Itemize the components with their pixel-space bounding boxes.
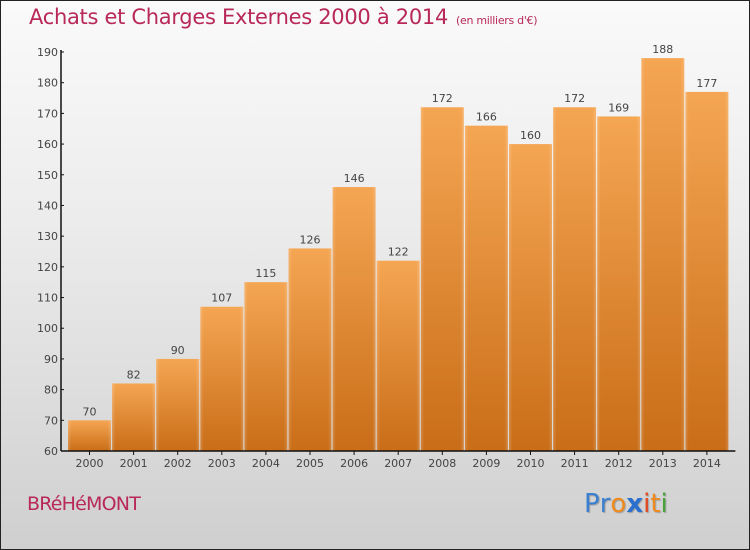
y-tick-label: 70	[44, 414, 58, 427]
data-label: 160	[520, 129, 541, 142]
data-label: 126	[300, 233, 321, 246]
logo-letter: i	[660, 489, 668, 519]
y-tick-label: 170	[37, 107, 58, 120]
x-tick-label: 2012	[605, 457, 633, 470]
x-tick-label: 2014	[693, 457, 721, 470]
bar-2013	[641, 58, 685, 452]
bar-2007	[376, 260, 420, 451]
bar-highlight	[200, 306, 244, 451]
data-label: 146	[344, 172, 365, 185]
bar-2005	[288, 248, 332, 451]
x-tick-label: 2005	[296, 457, 324, 470]
logo-letter: t	[650, 489, 661, 519]
chart-title: Achats et Charges Externes 2000 à 2014 (e…	[29, 5, 538, 29]
y-tick-label: 150	[37, 169, 58, 182]
proxiti-logo: Proxiti	[584, 489, 668, 519]
y-tick-label: 190	[37, 46, 58, 59]
bar-2000	[68, 420, 111, 451]
bar-highlight	[509, 144, 552, 452]
y-tick-label: 90	[44, 353, 58, 366]
bar-highlight	[288, 248, 332, 451]
data-label: 177	[696, 77, 717, 90]
bar-highlight	[597, 116, 641, 451]
axes-group: 2000 2001 2002 2003 2004 2005 2006 2007 2008 2009…	[37, 46, 736, 470]
x-tick-label: 2010	[517, 457, 545, 470]
bar-highlight	[685, 91, 729, 452]
y-tick-label: 120	[37, 261, 58, 274]
bar-highlight	[464, 125, 508, 452]
data-label: 82	[127, 368, 141, 381]
y-tick-label: 110	[37, 292, 58, 305]
bar-highlight	[641, 58, 685, 452]
x-tick-label: 2004	[252, 457, 280, 470]
bar-highlight	[420, 107, 464, 451]
x-tick-label: 2013	[649, 457, 677, 470]
bar-2002	[156, 358, 200, 451]
data-label: 166	[476, 111, 497, 124]
data-label: 122	[388, 246, 409, 259]
bar-2012	[597, 116, 641, 451]
x-tick-label: 2006	[340, 457, 368, 470]
bar-2009	[464, 125, 508, 452]
bar-2008	[420, 107, 464, 451]
bar-highlight	[244, 282, 288, 451]
chart-subtitle: (en milliers d'€)	[456, 14, 538, 27]
logo-letter: o	[610, 489, 627, 519]
x-tick-label: 2011	[561, 457, 589, 470]
data-label: 188	[652, 43, 673, 56]
bar-2006	[332, 187, 376, 452]
logo-letter: P	[584, 489, 600, 519]
chart-title-text: Achats et Charges Externes 2000 à 2014	[29, 5, 449, 29]
x-tick-label: 2001	[120, 457, 148, 470]
x-tick-label: 2008	[428, 457, 456, 470]
y-tick-label: 180	[37, 77, 58, 90]
y-tick-label: 80	[44, 384, 58, 397]
x-tick-label: 2000	[76, 457, 104, 470]
bar-2014	[685, 91, 729, 452]
bar-highlight	[376, 260, 420, 451]
bar-2004	[244, 282, 288, 451]
x-tick-label: 2009	[472, 457, 500, 470]
data-label: 107	[211, 292, 232, 305]
town-name: BRéHéMONT	[27, 493, 141, 515]
bar-highlight	[553, 107, 597, 451]
logo-letter: x	[626, 489, 644, 519]
bar-2010	[509, 144, 552, 452]
bar-2011	[553, 107, 597, 451]
data-label: 172	[564, 92, 585, 105]
data-label: 115	[255, 267, 276, 280]
y-tick-label: 160	[37, 138, 58, 151]
data-label: 169	[608, 101, 629, 114]
bar-highlight	[68, 420, 111, 451]
y-tick-label: 130	[37, 230, 58, 243]
data-label: 70	[83, 405, 97, 418]
y-tick-label: 60	[44, 445, 58, 458]
data-label: 90	[171, 344, 185, 357]
x-tick-label: 2007	[384, 457, 412, 470]
data-labels-group: 70 82 90 107 115 126 146 122 172 166 160 172 169 188 1…	[83, 43, 718, 418]
y-tick-label: 100	[37, 322, 58, 335]
logo-letter: i	[643, 489, 651, 519]
bar-highlight	[332, 187, 376, 452]
bars-group	[68, 58, 729, 452]
logo-letter: r	[599, 489, 611, 519]
bar-2003	[200, 306, 244, 451]
x-tick-label: 2003	[208, 457, 236, 470]
bar-highlight	[156, 358, 200, 451]
data-label: 172	[432, 92, 453, 105]
y-tick-label: 140	[37, 199, 58, 212]
x-tick-label: 2002	[164, 457, 192, 470]
bar-2001	[112, 383, 156, 451]
bar-highlight	[112, 383, 156, 451]
